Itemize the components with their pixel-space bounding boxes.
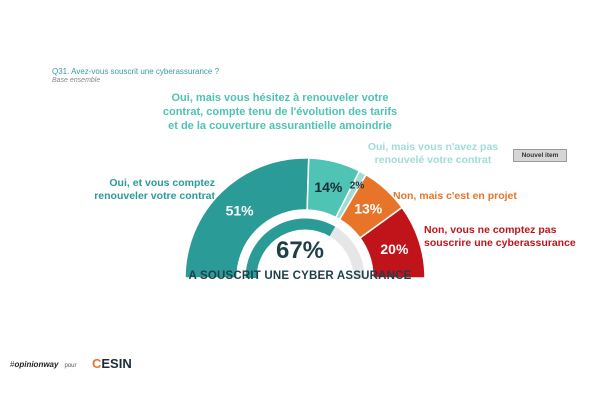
question-base: Base ensemble xyxy=(52,77,101,84)
value-label-non-projet: 13% xyxy=(354,200,383,216)
value-label-oui-hesitez: 14% xyxy=(314,179,343,195)
slice-oui-renouveler xyxy=(184,157,310,279)
cesin-logo: CESIN xyxy=(92,356,132,371)
label-non-souscrire: Non, vous ne comptez pas souscrire une c… xyxy=(424,224,576,249)
summary-arc-remainder xyxy=(329,226,365,279)
value-label-non-souscrire: 20% xyxy=(380,241,409,257)
label-oui-hesitez: Oui, mais vous hésitez à renouveler votr… xyxy=(162,92,398,132)
opinionway-logo: #opinionway pour xyxy=(10,360,77,369)
question-title: Q31. Avez-vous souscrit une cyberassuran… xyxy=(52,67,220,76)
label-oui-pas-renouvele: Oui, mais vous n'avez pas renouvelé votr… xyxy=(367,141,499,166)
summary-label: A SOUSCRIT UNE CYBER ASSURANCE xyxy=(188,270,412,282)
value-label-oui-renouveler: 51% xyxy=(226,202,255,218)
label-oui-renouveler: Oui, et vous comptez renouveler votre co… xyxy=(94,177,215,202)
slice-non-souscrire xyxy=(358,206,426,279)
label-non-projet: Non, mais c'est en projet xyxy=(393,190,517,202)
summary-value: 67% xyxy=(275,237,325,264)
value-label-oui-pas-renouvele: 2% xyxy=(350,180,365,191)
new-item-badge: Nouvel item xyxy=(513,149,567,162)
summary-arc xyxy=(245,218,336,279)
